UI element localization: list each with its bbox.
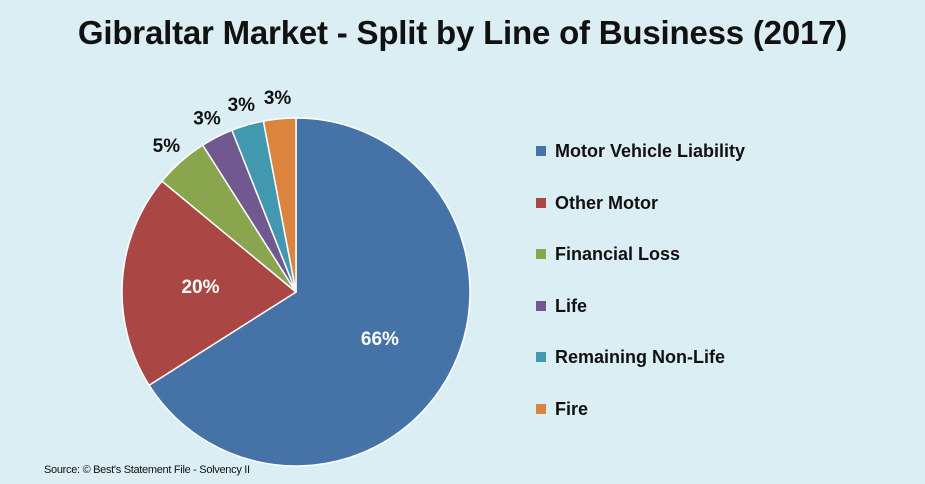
legend-label: Remaining Non-Life [555,347,725,367]
pie-slice-other-motor [121,180,298,387]
legend-label: Motor Vehicle Liability [555,141,746,161]
legend-item: Life [536,292,916,344]
legend-label: Other Motor [555,192,658,213]
source-note: Source: © Best's Statement File - Solven… [44,464,250,476]
legend-item: Other Motor [536,189,916,241]
legend-item: Remaining Non-Life [536,343,916,395]
legend-swatch [536,197,546,208]
legend-swatch [536,146,546,156]
data-label-remaining-non-life: 3% [228,95,256,116]
legend-swatch [536,403,546,414]
pie-slice-motor-vehicle-liability [148,117,471,467]
legend-swatch [536,352,546,362]
legend-label: Fire [555,398,589,419]
data-label-fire: 3% [264,88,292,109]
legend-swatch [536,300,546,311]
legend-item: Financial Loss [536,240,916,292]
pie-slice-fire [262,117,297,293]
chart-legend: Motor Vehicle Liability Other Motor Financ… [536,137,916,446]
data-label-life: 3% [193,108,221,129]
legend-label: Financial Loss [555,244,681,264]
data-label-other-motor: 20% [181,277,219,298]
legend-item: Motor Vehicle Liability [536,137,916,189]
data-label-financial-loss: 5% [153,136,181,157]
data-label-motor-vehicle-liability: 66% [361,329,399,350]
legend-swatch [536,249,546,259]
legend-label: Life [555,295,588,316]
legend-item: Fire [536,395,916,447]
chart-title: Gibraltar Market - Split by Line of Busi… [77,14,848,51]
